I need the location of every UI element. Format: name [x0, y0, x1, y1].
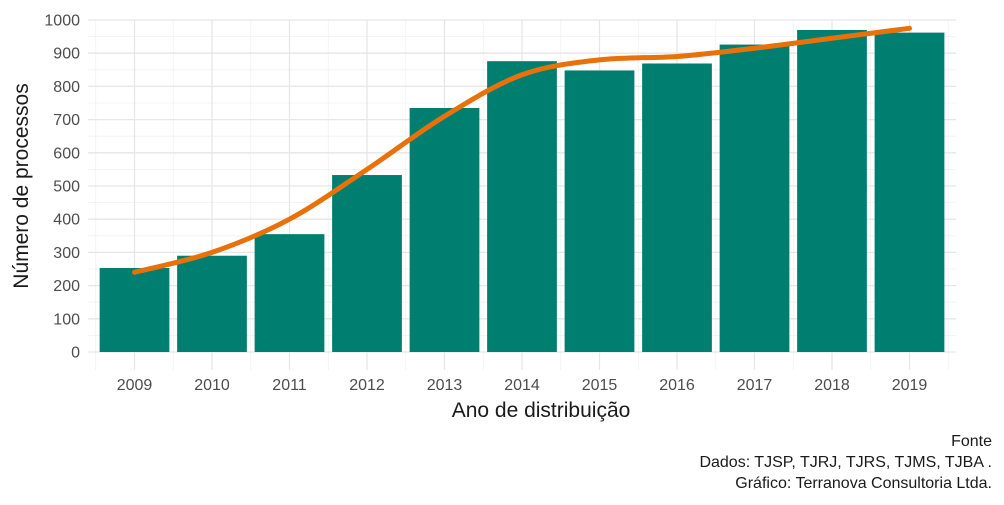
caption-line-2: Dados: TJSP, TJRJ, TJRS, TJMS, TJBA . [699, 454, 992, 471]
y-tick-label: 1000 [44, 13, 80, 30]
bars [99, 29, 945, 353]
y-tick-label: 300 [53, 245, 80, 262]
bar-2013 [409, 107, 480, 352]
x-axis-title: Ano de distribuição [452, 399, 631, 422]
x-tick-label: 2013 [427, 377, 463, 394]
x-tick-label: 2017 [737, 377, 773, 394]
bar-2010 [177, 255, 247, 352]
x-tick-label: 2016 [659, 377, 695, 394]
y-tick-label: 200 [53, 278, 80, 295]
x-tick-label: 2010 [194, 377, 230, 394]
bar-2015 [564, 70, 635, 353]
bar-2012 [332, 175, 402, 352]
bar-2018 [797, 29, 867, 353]
y-tick-label: 600 [53, 145, 80, 162]
trend-line-group [132, 25, 912, 275]
y-tick-label: 100 [53, 311, 80, 328]
y-axis-title: Número de processos [10, 83, 33, 288]
x-tick-label: 2018 [814, 377, 850, 394]
caption-line-1: Fonte [951, 433, 992, 450]
y-tick-label: 900 [53, 46, 80, 63]
trend-line [132, 25, 912, 275]
y-tick-label: 0 [71, 345, 80, 362]
bar-2011 [254, 234, 325, 352]
y-tick-label: 700 [53, 112, 80, 129]
bar-2017 [719, 44, 790, 353]
x-tick-label: 2015 [582, 377, 618, 394]
y-tick-label: 500 [53, 179, 80, 196]
caption-line-3: Gráfico: Terranova Consultoria Ltda. [735, 475, 992, 492]
bar-2016 [642, 63, 712, 352]
x-tick-label: 2012 [349, 377, 385, 394]
bar-2019 [874, 32, 945, 353]
x-tick-label: 2014 [504, 377, 540, 394]
y-tick-label: 800 [53, 79, 80, 96]
bar-2009 [99, 268, 170, 352]
x-axis-ticks: 2009 2010 2011 2012 2013 2014 2015 2016 2017 2018… [117, 377, 928, 394]
x-tick-label: 2009 [117, 377, 153, 394]
bar-2014 [487, 61, 557, 352]
y-axis-ticks: 0 100 200 300 400 500 600 700 800 900 1000 [44, 13, 80, 362]
x-tick-label: 2011 [272, 377, 307, 394]
x-tick-label: 2019 [892, 377, 928, 394]
y-tick-label: 400 [53, 212, 80, 229]
